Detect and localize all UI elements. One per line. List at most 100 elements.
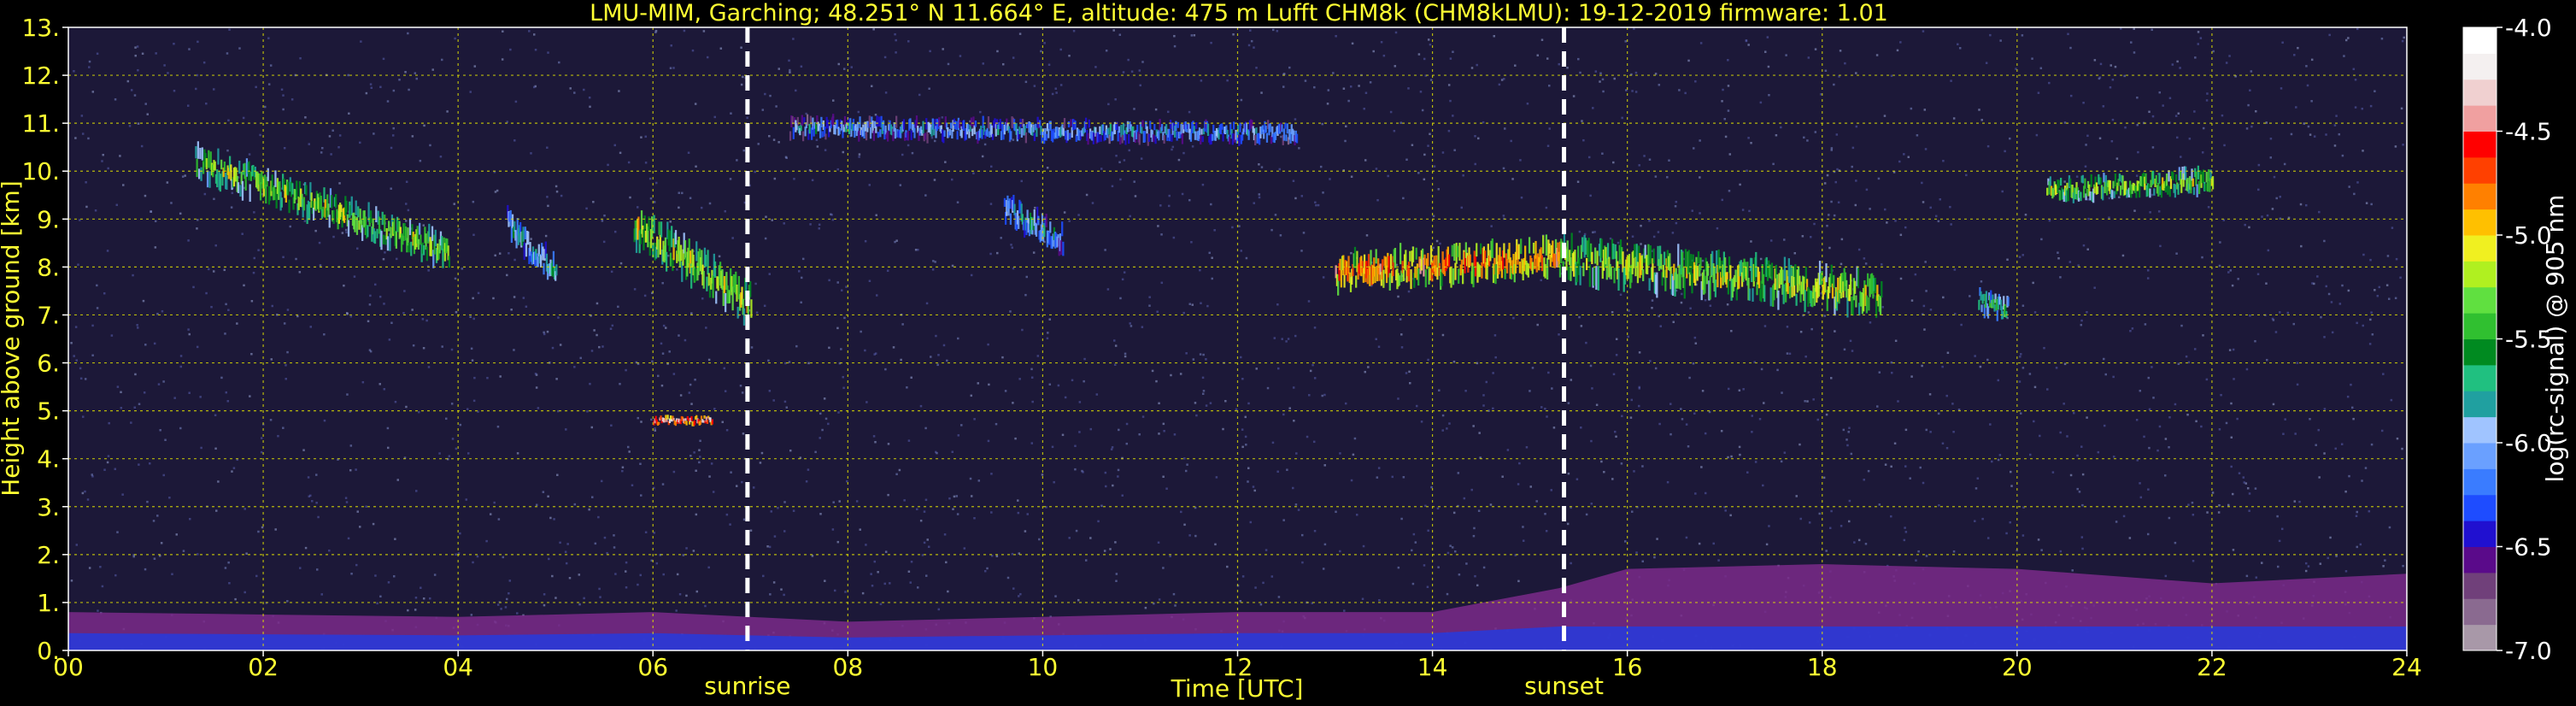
colorbar-segment: [2463, 521, 2497, 547]
cloud-cell: [2187, 183, 2190, 194]
cloud-cell: [208, 171, 211, 188]
cloud-cell: [2080, 175, 2083, 183]
noise-pixel: [769, 94, 772, 97]
noise-pixel: [1031, 400, 1034, 403]
noise-pixel: [2075, 175, 2079, 178]
cloud-cell: [1050, 236, 1053, 249]
cloud-cell: [654, 418, 656, 424]
cloud-cell: [1370, 250, 1372, 266]
noise-pixel: [2313, 282, 2315, 285]
noise-pixel: [1121, 494, 1124, 497]
cloud-cell: [255, 171, 258, 188]
cloud-cell: [989, 122, 992, 135]
noise-pixel: [565, 428, 567, 431]
cloud-cell: [1640, 256, 1642, 275]
cloud-cell: [1495, 243, 1498, 265]
noise-pixel: [1780, 460, 1783, 463]
noise-pixel: [2220, 393, 2222, 397]
cloud-cell: [1727, 279, 1729, 295]
noise-pixel: [770, 510, 773, 513]
cloud-cell: [683, 232, 685, 254]
noise-pixel: [2020, 353, 2022, 356]
cloud-cell: [1424, 269, 1427, 288]
cloud-cell: [860, 126, 862, 136]
cloud-cell: [426, 231, 430, 244]
noise-pixel: [79, 367, 82, 370]
noise-pixel: [963, 547, 966, 550]
cloud-cell: [1294, 130, 1297, 143]
cloud-cell: [1274, 132, 1277, 140]
cloud-cell: [1090, 131, 1093, 140]
noise-pixel: [175, 533, 179, 536]
noise-pixel: [1024, 293, 1027, 297]
cloud-cell: [1066, 129, 1069, 141]
noise-pixel: [1768, 93, 1770, 97]
noise-pixel: [1199, 353, 1202, 356]
cloud-cell: [1420, 250, 1423, 271]
noise-pixel: [2352, 68, 2356, 71]
noise-pixel: [837, 411, 840, 414]
noise-pixel: [270, 358, 273, 361]
noise-pixel: [1322, 568, 1325, 570]
cloud-cell: [1435, 255, 1438, 277]
noise-pixel: [1641, 465, 1644, 468]
noise-pixel: [2305, 65, 2308, 68]
cloud-cell: [1490, 240, 1493, 257]
noise-pixel: [1030, 442, 1034, 444]
cloud-cell: [2090, 174, 2092, 187]
colorbar-segment: [2463, 391, 2497, 418]
noise-pixel: [1279, 234, 1282, 237]
noise-pixel: [1411, 144, 1414, 146]
cloud-cell: [1108, 134, 1111, 144]
noise-pixel: [2123, 74, 2126, 78]
noise-pixel: [382, 57, 385, 61]
noise-pixel: [1845, 438, 1848, 441]
cloud-cell: [825, 116, 828, 129]
x-tick-label: 04: [443, 653, 473, 681]
cloud-cell: [2127, 189, 2129, 197]
cloud-cell: [430, 239, 432, 256]
noise-pixel: [1589, 364, 1593, 368]
cloud-cell: [1060, 126, 1063, 137]
cloud-cell: [1804, 290, 1806, 313]
colorbar-segment: [2463, 494, 2497, 521]
noise-pixel: [2257, 188, 2260, 191]
cloud-cell: [1398, 275, 1401, 286]
noise-pixel: [773, 535, 777, 538]
cloud-cell: [2197, 165, 2200, 179]
cloud-cell: [1160, 124, 1164, 132]
noise-pixel: [1545, 529, 1548, 532]
cloud-cell: [1065, 130, 1067, 140]
x-axis-label: Time [UTC]: [1171, 674, 1304, 703]
noise-pixel: [110, 334, 114, 337]
noise-pixel: [1704, 432, 1707, 435]
cloud-cell: [1039, 120, 1042, 127]
noise-pixel: [614, 573, 617, 575]
cloud-cell: [1416, 263, 1419, 280]
cloud-cell: [1570, 232, 1573, 257]
cloud-cell: [308, 202, 311, 221]
noise-pixel: [494, 254, 496, 257]
cloud-cell: [2091, 191, 2094, 203]
cloud-cell: [1009, 213, 1012, 225]
cloud-cell: [523, 242, 525, 261]
noise-pixel: [2333, 124, 2337, 126]
cloud-cell: [416, 226, 419, 244]
noise-pixel: [1353, 437, 1357, 440]
noise-pixel: [86, 498, 90, 501]
noise-pixel: [2255, 576, 2258, 579]
cloud-cell: [510, 225, 513, 244]
cloud-cell: [513, 227, 515, 238]
noise-pixel: [2006, 258, 2009, 262]
cloud-cell: [1353, 253, 1355, 268]
cloud-cell: [1816, 278, 1819, 298]
noise-pixel: [2279, 217, 2282, 221]
noise-pixel: [2335, 115, 2338, 117]
noise-pixel: [831, 218, 835, 221]
noise-pixel: [1799, 443, 1801, 446]
cloud-cell: [337, 210, 339, 230]
noise-pixel: [2356, 27, 2359, 31]
cloud-cell: [1597, 266, 1599, 291]
noise-pixel: [1311, 363, 1314, 367]
cloud-cell: [1178, 132, 1181, 138]
